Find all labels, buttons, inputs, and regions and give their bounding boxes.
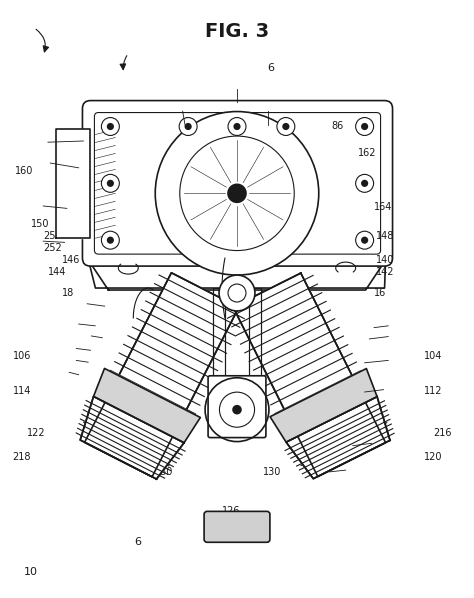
Polygon shape xyxy=(286,396,390,479)
Circle shape xyxy=(101,175,119,193)
Text: 164: 164 xyxy=(374,202,392,212)
Circle shape xyxy=(356,175,374,193)
Text: 106: 106 xyxy=(12,350,31,361)
Text: 218: 218 xyxy=(12,452,31,462)
FancyBboxPatch shape xyxy=(82,100,392,266)
Text: 144: 144 xyxy=(48,267,66,277)
Text: 10: 10 xyxy=(24,567,38,577)
Circle shape xyxy=(184,123,192,130)
Text: 140: 140 xyxy=(376,255,395,266)
Text: 150: 150 xyxy=(31,219,50,230)
Text: 160: 160 xyxy=(15,166,33,176)
FancyBboxPatch shape xyxy=(208,376,266,438)
Text: 148: 148 xyxy=(376,231,395,242)
Text: 18: 18 xyxy=(62,288,74,298)
Text: 114: 114 xyxy=(12,386,31,396)
Text: 252: 252 xyxy=(43,243,62,254)
Circle shape xyxy=(155,112,319,275)
Circle shape xyxy=(232,405,242,414)
Polygon shape xyxy=(55,129,91,238)
Circle shape xyxy=(179,118,197,136)
Circle shape xyxy=(101,118,119,136)
Text: 86: 86 xyxy=(331,121,344,131)
Circle shape xyxy=(233,123,241,130)
Circle shape xyxy=(361,123,368,130)
Text: FIG. 3: FIG. 3 xyxy=(205,22,269,41)
Circle shape xyxy=(107,237,114,244)
Circle shape xyxy=(101,231,119,249)
Text: 250: 250 xyxy=(43,231,62,242)
Circle shape xyxy=(361,180,368,187)
Text: 104: 104 xyxy=(424,350,442,361)
Polygon shape xyxy=(80,396,184,479)
Text: 122: 122 xyxy=(27,428,46,438)
Circle shape xyxy=(282,123,290,130)
FancyBboxPatch shape xyxy=(204,511,270,542)
Circle shape xyxy=(107,180,114,187)
Text: 126: 126 xyxy=(222,506,240,515)
Circle shape xyxy=(227,184,247,203)
Circle shape xyxy=(361,237,368,244)
Text: 112: 112 xyxy=(424,386,442,396)
Text: 162: 162 xyxy=(357,148,376,158)
Text: 6: 6 xyxy=(268,63,275,73)
Text: 130: 130 xyxy=(263,467,282,477)
Text: 130: 130 xyxy=(155,467,173,477)
Circle shape xyxy=(356,231,374,249)
Circle shape xyxy=(277,118,295,136)
Text: 16: 16 xyxy=(374,288,386,298)
Polygon shape xyxy=(233,273,385,477)
Circle shape xyxy=(228,118,246,136)
Circle shape xyxy=(219,275,255,311)
Text: 142: 142 xyxy=(376,267,395,277)
Text: 216: 216 xyxy=(433,428,452,438)
Text: 120: 120 xyxy=(424,452,442,462)
Polygon shape xyxy=(89,260,385,290)
Circle shape xyxy=(356,118,374,136)
Polygon shape xyxy=(270,368,377,442)
Text: 6: 6 xyxy=(135,537,141,547)
Text: 146: 146 xyxy=(62,255,81,266)
Polygon shape xyxy=(85,273,239,477)
Circle shape xyxy=(107,123,114,130)
Polygon shape xyxy=(93,368,201,443)
